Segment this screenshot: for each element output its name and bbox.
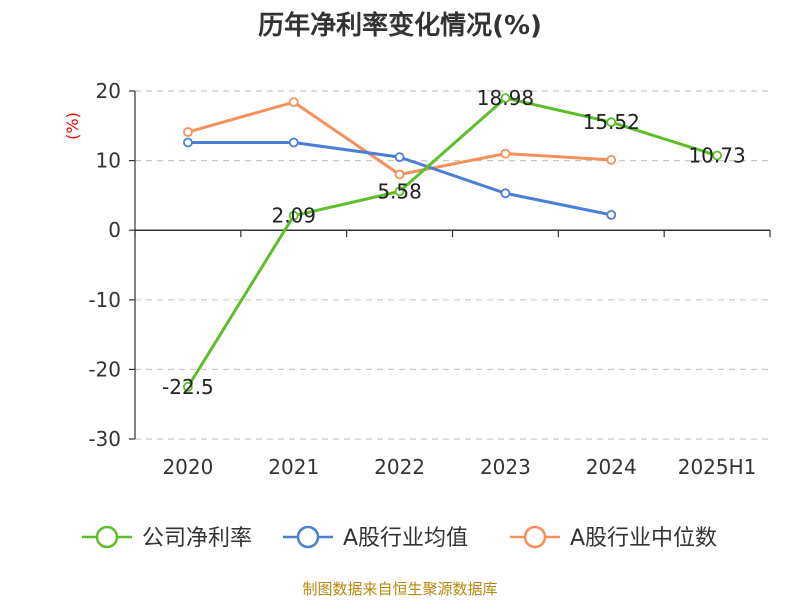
y-tick-label: -10 (88, 288, 121, 312)
data-point (288, 97, 299, 108)
legend-marker (523, 525, 547, 549)
legend-label: A股行业均值 (343, 526, 468, 551)
data-point (500, 188, 511, 199)
data-point (500, 93, 511, 103)
data-point (394, 186, 405, 197)
legend-item[interactable]: A股行业中位数 (510, 525, 717, 551)
legend-marker (296, 525, 320, 549)
data-point (712, 150, 722, 161)
data-point (183, 137, 193, 148)
data-label: -22.5 (162, 375, 214, 399)
data-point (183, 381, 193, 392)
y-tick-label: -30 (88, 427, 121, 451)
x-tick-label: 2022 (374, 455, 425, 479)
data-label: 5.58 (377, 179, 422, 203)
series-line (186, 96, 718, 388)
data-source-note: 制图数据来自恒生聚源数据库 (302, 580, 497, 598)
data-point (183, 127, 193, 137)
series-lines (183, 93, 722, 392)
data-point (606, 155, 617, 165)
series-line (187, 100, 612, 177)
axes: 20 10 0 -10 -20 -30 2020 2021 2022 2023 2024 2025H1 (88, 79, 771, 479)
x-tick-label: 2020 (162, 455, 213, 479)
data-point (288, 210, 299, 221)
x-tick-label: 2023 (480, 455, 531, 479)
chart-title: 历年净利率变化情况(%) (258, 10, 542, 41)
legend-marker (95, 525, 119, 549)
data-point (394, 169, 405, 180)
data-point (606, 209, 617, 220)
x-tick-label: 2021 (268, 455, 319, 479)
data-labels: -22.5 2.09 5.58 18.98 15.52 10.73 (162, 86, 746, 399)
data-point (288, 137, 299, 148)
data-point (606, 117, 617, 128)
legend-label: A股行业中位数 (570, 526, 717, 551)
legend: 公司净利率 A股行业均值 A股行业中位数 (82, 525, 717, 551)
data-label: 15.52 (583, 110, 640, 134)
y-tick-label: -20 (88, 357, 121, 381)
y-axis-label: (%) (63, 112, 82, 140)
y-tick-label: 10 (96, 149, 121, 173)
legend-label: 公司净利率 (142, 526, 252, 551)
data-label: 18.98 (477, 86, 534, 110)
data-point (394, 152, 405, 163)
x-tick-label: 2025H1 (678, 455, 757, 479)
x-tick-label: 2024 (586, 455, 637, 479)
y-tick-label: 20 (96, 79, 121, 103)
data-label: 2.09 (271, 204, 316, 228)
y-tick-label: 0 (108, 218, 121, 242)
data-point (500, 148, 511, 159)
legend-item[interactable]: 公司净利率 (82, 525, 252, 551)
data-label: 10.73 (688, 144, 745, 168)
legend-item[interactable]: A股行业均值 (283, 525, 468, 551)
grid-lines (135, 90, 770, 440)
